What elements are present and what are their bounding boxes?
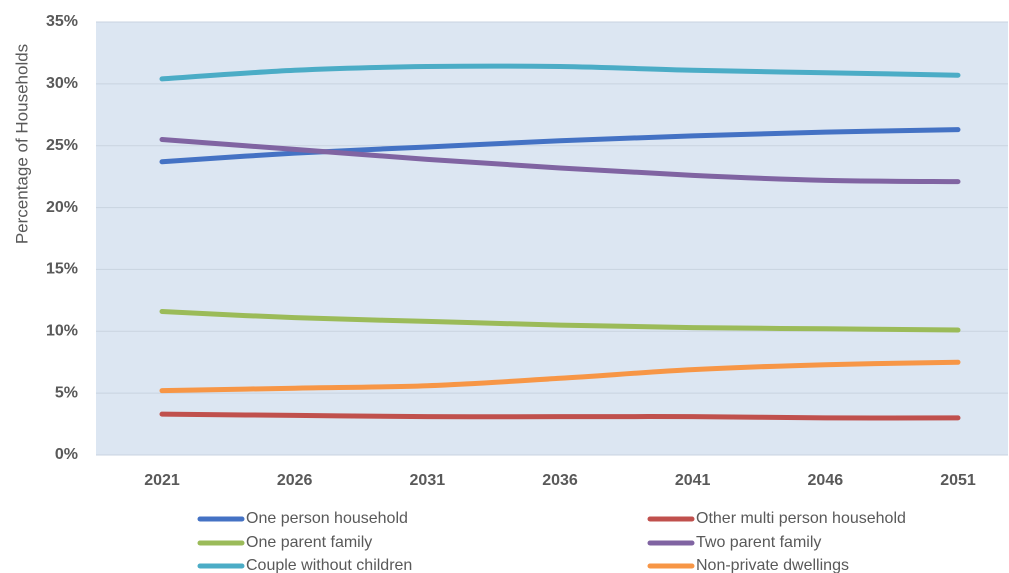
y-axis-ticks: 0% 5% 10% 15% 20% 25% 30% 35% (46, 13, 78, 463)
x-tick-label: 2031 (410, 472, 446, 489)
legend-label: Couple without children (246, 557, 412, 573)
y-tick-label: 30% (46, 75, 78, 92)
legend-label: Non-private dwellings (696, 557, 849, 573)
series-line-two-parent-family (159, 137, 961, 185)
gridlines (96, 21, 1008, 456)
y-tick-label: 5% (55, 384, 78, 401)
series-line-couple-without-children (159, 63, 961, 82)
plot-area (96, 22, 1008, 455)
y-tick-label: 20% (46, 199, 78, 216)
y-axis-title: Percentage of Households (12, 44, 31, 244)
legend: One person household Other multi person h… (197, 510, 906, 573)
series-line-one-parent-family (159, 308, 961, 333)
y-tick-label: 10% (46, 323, 78, 340)
y-tick-label: 15% (46, 261, 78, 278)
y-tick-label: 25% (46, 137, 78, 154)
x-tick-label: 2041 (675, 472, 711, 489)
series-line-other-multi-person-household (159, 411, 961, 421)
x-tick-label: 2051 (940, 472, 976, 489)
legend-label: Two parent family (696, 534, 821, 551)
legend-label: One parent family (246, 534, 372, 551)
x-tick-label: 2021 (144, 472, 180, 489)
y-tick-label: 35% (46, 13, 78, 30)
legend-label: Other multi person household (696, 510, 906, 527)
x-tick-label: 2026 (277, 472, 313, 489)
x-tick-label: 2036 (542, 472, 578, 489)
x-axis-ticks: 2021 2026 2031 2036 2041 2046 2051 (144, 472, 976, 489)
series-lines (159, 63, 961, 421)
series-line-one-person-household (159, 127, 961, 165)
legend-label: One person household (246, 510, 408, 527)
x-tick-label: 2046 (808, 472, 844, 489)
y-tick-label: 0% (55, 446, 78, 463)
series-line-non-private-dwellings (159, 359, 961, 394)
